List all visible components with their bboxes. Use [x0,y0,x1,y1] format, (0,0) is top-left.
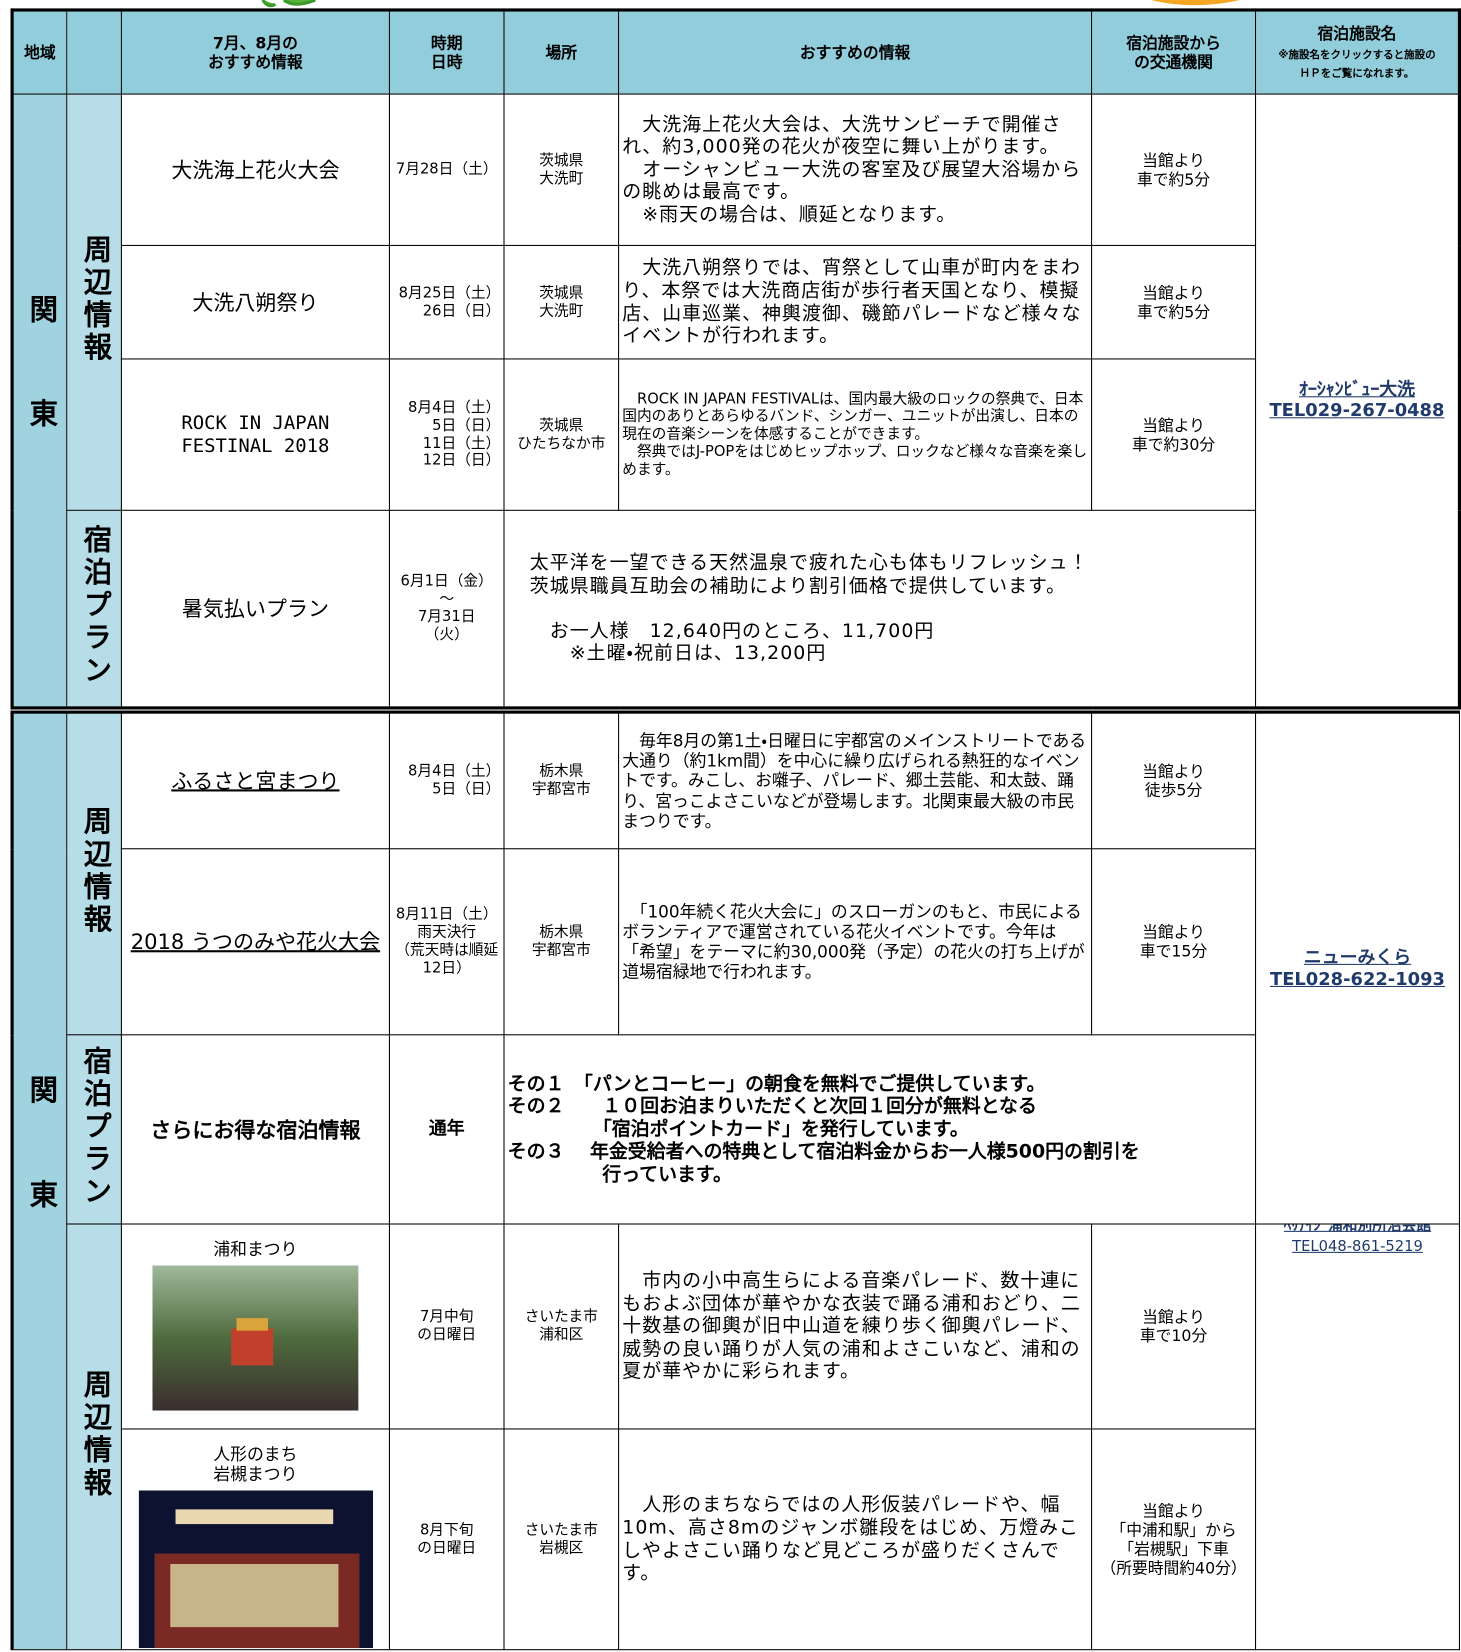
hotel-cell: ﾍﾘﾃｲｼﾞ浦和別所沼会館 TEL048-861-5219 [1255,1223,1460,1651]
row: 大洗八朔祭り 8月25日（土） 26日（日） 茨城県 大洗町 大洗八朔祭りでは、… [12,244,1459,360]
hotel-cell: ｵｰｼｬﾝﾋﾞｭｰ大洗 TEL029-267-0488 [1255,93,1460,709]
event-access: 当館より 車で約30分 [1091,358,1257,511]
event-access: 当館より 徒歩5分 [1091,711,1257,850]
header-cell: 地域 [11,9,68,95]
region-cell: 関東 [11,711,68,1651]
table-section-2: 関東 周辺情報 ふるさと宮まつり 8月4日（土） 5日（日） 栃木県 宇都宮市 … [10,710,1460,1651]
group-label: 宿泊プラン [78,524,112,688]
event-date: 8月25日（土） 26日（日） [388,244,505,360]
row: 周辺情報 浦和まつり 7月中旬 の日曜日 さいたま市 浦和区 市内の小中高生らに… [12,1223,1460,1651]
plan-info: その１ 「パンとコーヒー」の朝食を無料でご提供しています。 その２ １０回お泊ま… [503,1034,1257,1225]
header-cell: 7月、8月の おすすめ情報 [120,9,390,95]
event-place: さいたま市 浦和区 [503,1223,620,1430]
event-access: 当館より 車で約5分 [1091,244,1257,360]
plan-date: 通年 [388,1034,505,1225]
event-place: 栃木県 宇都宮市 [503,711,620,850]
event-info: 毎年8月の第1土・日曜日に宇都宮のメインストリートである大通り（約1km間）を中… [618,711,1093,850]
event-place: 茨城県 大洗町 [503,244,620,360]
event-place: さいたま市 岩槻区 [503,1428,620,1651]
hotel-link[interactable]: ｵｰｼｬﾝﾋﾞｭｰ大洗 [1298,379,1416,401]
group-cell: 周辺情報 [66,1223,122,1651]
event-name: ROCK IN JAPAN FESTINAL 2018 [120,358,390,511]
hotel-tel[interactable]: TEL048-861-5219 [1292,1237,1423,1255]
row: 宿泊プラン さらにお得な宿泊情報 通年 その１ 「パンとコーヒー」の朝食を無料で… [12,1034,1459,1225]
event-cell: 浦和まつり [120,1223,390,1430]
header-cell: 場所 [503,9,620,95]
leaf-icon [261,0,316,8]
event-place: 茨城県 大洗町 [503,93,620,246]
header-text: 宿泊施設名 [1317,24,1397,44]
event-access: 当館より 「中浦和駅」から 「岩槻駅」下車 （所要時間約40分） [1091,1428,1257,1651]
hotel-tel[interactable]: TEL029-267-0488 [1269,400,1445,422]
group-label: 周辺情報 [78,234,112,366]
row: 関東 周辺情報 大洗海上花火大会 7月28日（土） 茨城県 大洗町 大洗海上花火… [11,93,1460,709]
event-date: 8月4日（土） 5日（日） 11日（土） 12日（日） [388,358,505,511]
event-info: 「100年続く花火大会に」のスローガンのもと、市民によるボランティアで運営されて… [618,848,1093,1036]
header-cell: 宿泊施設名 ※施設名をクリックすると施設の ＨＰをご覧になれます。 [1255,9,1460,95]
decoration [261,0,1241,8]
region-label: 関東 [24,1075,57,1284]
header-cell: 宿泊施設から の交通機関 [1091,9,1257,95]
hotel-link[interactable]: ニューみくら [1303,947,1412,969]
row: 2018 うつのみや花火大会 8月11日（土） 雨天決行 （荒天時は順延 12日… [12,848,1459,1036]
table-section-1: 地域 7月、8月の おすすめ情報 時期 日時 場所 おすすめの情報 宿泊施設から… [10,8,1461,710]
event-info: 人形のまちならではの人形仮装パレードや、幅10m、高さ8mのジャンボ雛段をはじめ… [618,1428,1093,1651]
event-name: 2018 うつのみや花火大会 [120,848,390,1036]
event-place: 茨城県 ひたちなか市 [503,358,620,511]
header-cell [66,9,122,95]
event-photo [138,1490,373,1649]
event-name: 大洗海上花火大会 [120,93,390,246]
event-date: 7月中旬 の日曜日 [388,1223,505,1430]
row: 関東 周辺情報 ふるさと宮まつり 8月4日（土） 5日（日） 栃木県 宇都宮市 … [11,711,1460,1651]
plan-name: さらにお得な宿泊情報 [120,1034,390,1225]
event-access: 当館より 車で15分 [1091,848,1257,1036]
row: 人形のまち 岩槻まつり 8月下旬 の日曜日 さいたま市 岩槻区 人形のまちならで… [12,1428,1459,1651]
plan-info: 太平洋を一望できる天然温泉で疲れた心も体もリフレッシュ！ 茨城県職員互助会の補助… [503,509,1257,709]
orange-icon [1150,0,1241,6]
event-access: 当館より 車で約5分 [1091,93,1257,246]
region-label: 関東 [24,294,57,503]
event-date: 7月28日（土） [388,93,505,246]
event-name: ふるさと宮まつり [120,711,390,850]
event-place: 栃木県 宇都宮市 [503,848,620,1036]
hotel-tel[interactable]: TEL028-622-1093 [1270,968,1445,990]
row: ROCK IN JAPAN FESTINAL 2018 8月4日（土） 5日（日… [12,358,1459,511]
row: 宿泊プラン 暑気払いプラン 6月1日（金） ～ 7月31日 （火） 太平洋を一望… [12,509,1459,709]
header-cell: 時期 日時 [388,9,505,95]
group-label: 周辺情報 [78,1369,112,1500]
event-name: 人形のまち 岩槻まつり [213,1444,298,1485]
hotel-cell: ニューみくら TEL028-622-1093 [1255,711,1460,1225]
event-name: 大洗八朔祭り [120,244,390,360]
group-label: 周辺情報 [78,806,112,937]
plan-name: 暑気払いプラン [120,509,390,709]
event-date: 8月11日（土） 雨天決行 （荒天時は順延 12日） [388,848,505,1036]
event-name: 浦和まつり [213,1239,298,1260]
event-info: ROCK IN JAPAN FESTIVALは、国内最大級のロックの祭典で、日本… [618,358,1093,511]
region-cell: 関東 [11,93,68,709]
group-label: 宿泊プラン [78,1045,112,1209]
hotel-link[interactable]: ﾍﾘﾃｲｼﾞ浦和別所沼会館 [1283,1224,1432,1234]
group-cell: 周辺情報 [66,711,122,1036]
event-info: 大洗海上花火大会は、大洗サンビーチで開催され、約3,000発の花火が夜空に舞い上… [618,93,1093,246]
event-info: 大洗八朔祭りでは、宵祭として山車が町内をまわり、本祭では大洗商店街が歩行者天国と… [618,244,1093,360]
event-link[interactable]: ふるさと宮まつり [171,768,340,794]
group-cell: 周辺情報 [66,93,122,511]
header-note: ※施設名をクリックすると施設の ＨＰをご覧になれます。 [1278,49,1436,80]
event-access: 当館より 車で10分 [1091,1223,1257,1430]
event-link[interactable]: 2018 うつのみや花火大会 [130,929,381,955]
event-date: 8月4日（土） 5日（日） [388,711,505,850]
event-photo [152,1265,359,1411]
group-cell: 宿泊プラン [66,1034,122,1225]
event-cell: 人形のまち 岩槻まつり [120,1428,390,1651]
event-info: 市内の小中高生らによる音楽パレード、数十連にもおよぶ団体が華やかな衣装で踊る浦和… [618,1223,1093,1430]
group-cell: 宿泊プラン [66,509,122,709]
header-row: 地域 7月、8月の おすすめ情報 時期 日時 場所 おすすめの情報 宿泊施設から… [11,9,1460,95]
plan-date: 6月1日（金） ～ 7月31日 （火） [388,509,505,709]
event-date: 8月下旬 の日曜日 [388,1428,505,1651]
header-cell: おすすめの情報 [618,9,1093,95]
